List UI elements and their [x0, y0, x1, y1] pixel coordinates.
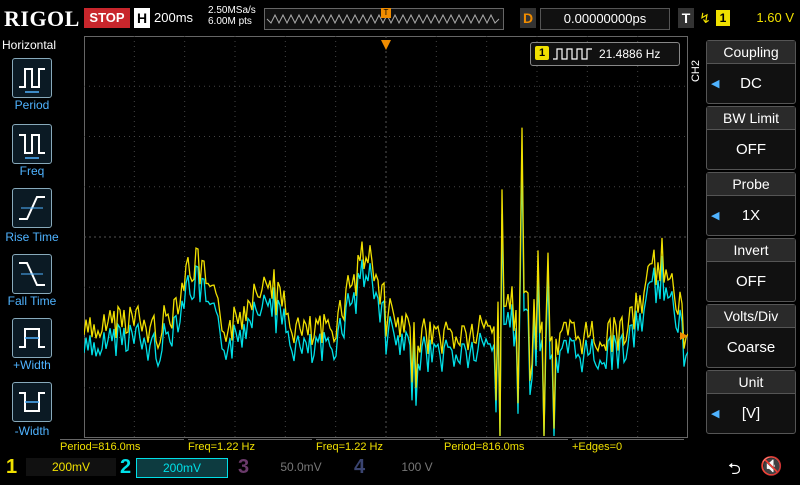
freq-icon: [19, 134, 45, 159]
speaker-muted-icon[interactable]: 🔇: [760, 456, 783, 476]
coupling-label: Coupling: [707, 41, 795, 64]
timebase-value[interactable]: 200ms: [154, 10, 194, 25]
measurement-4[interactable]: Period=816.0ms: [444, 439, 568, 454]
ch3-scale[interactable]: 50.0mV: [280, 460, 322, 474]
pos-width-button[interactable]: [12, 318, 52, 358]
rise-time-label: Rise Time: [5, 230, 59, 244]
ch1-waveform: [83, 127, 689, 437]
measurement-5[interactable]: +Edges=0: [572, 439, 684, 454]
coupling-menu[interactable]: Coupling ◀ DC: [706, 40, 796, 104]
freq-label: Freq: [19, 164, 45, 178]
probe-menu[interactable]: Probe ◀ 1X: [706, 172, 796, 236]
sample-rate: 2.50MSa/s: [208, 5, 256, 16]
ch3-number[interactable]: 3: [238, 456, 250, 478]
volts-div-label: Volts/Div: [707, 305, 795, 328]
memory-trigger-marker: T: [381, 8, 391, 18]
neg-width-icon: [19, 392, 45, 412]
probe-label: Probe: [707, 173, 795, 196]
ch1-number[interactable]: 1: [6, 456, 18, 478]
ch2-waveform: [83, 155, 689, 437]
volts-div-menu[interactable]: Volts/Div Coarse: [706, 304, 796, 368]
trigger-level[interactable]: 1.60 V: [756, 10, 794, 25]
memory-depth: 6.00M pts: [208, 16, 252, 27]
measurement-2[interactable]: Freq=1.22 Hz: [188, 439, 312, 454]
unit-value: [V]: [741, 405, 761, 422]
memory-overview-strip[interactable]: T: [264, 8, 504, 30]
trigger-key[interactable]: T: [678, 8, 694, 28]
freq-button[interactable]: [12, 124, 52, 164]
ch4-scale[interactable]: 100 V: [401, 460, 433, 474]
rising-edge-icon: ↯: [699, 10, 711, 26]
ch4-number[interactable]: 4: [354, 456, 366, 478]
channel-status-bar: [0, 454, 800, 480]
rise-time-button[interactable]: [12, 188, 52, 228]
fall-time-label: Fall Time: [7, 294, 57, 308]
left-menu-panel: [0, 36, 62, 448]
period-icon: [19, 68, 45, 93]
pos-width-label: +Width: [13, 358, 51, 372]
delay-value[interactable]: 0.00000000ps: [540, 8, 670, 30]
left-panel-title: Horizontal: [2, 38, 57, 52]
pos-width-icon: [19, 328, 45, 348]
brand-logo: RIGOL: [4, 6, 80, 31]
usb-icon: ⮌: [728, 461, 741, 478]
neg-width-button[interactable]: [12, 382, 52, 422]
fall-time-icon: [19, 262, 45, 286]
memory-waveform-icon: [266, 13, 500, 25]
neg-width-label: -Width: [14, 424, 50, 438]
run-stop-status[interactable]: STOP: [84, 8, 130, 28]
trigger-position-marker: [381, 40, 391, 50]
right-menu-panel: Coupling ◀ DC BW Limit OFF Probe ◀ 1X Inve…: [700, 36, 800, 436]
period-button[interactable]: [12, 58, 52, 98]
invert-menu[interactable]: Invert OFF: [706, 238, 796, 302]
ch1-scale[interactable]: 200mV: [26, 458, 116, 476]
counter-channel: 1: [535, 46, 549, 60]
delay-key[interactable]: D: [520, 8, 536, 28]
measurement-3[interactable]: Freq=1.22 Hz: [316, 439, 440, 454]
ch2-number[interactable]: 2: [120, 456, 132, 478]
coupling-value: DC: [740, 75, 762, 92]
probe-value: 1X: [741, 207, 761, 224]
unit-arrow-icon: ◀: [711, 408, 720, 420]
trigger-level-marker: [680, 332, 688, 340]
graticule: [83, 36, 689, 438]
period-label: Period: [14, 98, 50, 112]
bw-limit-label: BW Limit: [707, 107, 795, 130]
acquisition-info: 2.50MSa/s 6.00M pts: [208, 5, 268, 27]
probe-arrow-icon: ◀: [711, 210, 720, 222]
square-wave-icon: [553, 48, 592, 60]
unit-menu[interactable]: Unit ◀ [V]: [706, 370, 796, 434]
measurement-1[interactable]: Period=816.0ms: [60, 439, 184, 454]
counter-value: 21.4886 Hz: [599, 47, 661, 61]
ch2-scale[interactable]: 200mV: [136, 458, 228, 478]
trigger-source[interactable]: 1: [716, 10, 730, 26]
waveform-display[interactable]: [83, 36, 689, 438]
timebase-key[interactable]: H: [134, 8, 150, 28]
bw-limit-value: OFF: [736, 141, 766, 158]
invert-value: OFF: [736, 273, 766, 290]
frequency-counter: 1 21.4886 Hz: [530, 42, 680, 66]
bw-limit-menu[interactable]: BW Limit OFF: [706, 106, 796, 170]
unit-label: Unit: [707, 371, 795, 394]
invert-label: Invert: [707, 239, 795, 262]
coupling-arrow-icon: ◀: [711, 78, 720, 90]
rise-time-icon: [19, 196, 45, 220]
volts-div-value: Coarse: [726, 339, 776, 356]
fall-time-button[interactable]: [12, 254, 52, 294]
